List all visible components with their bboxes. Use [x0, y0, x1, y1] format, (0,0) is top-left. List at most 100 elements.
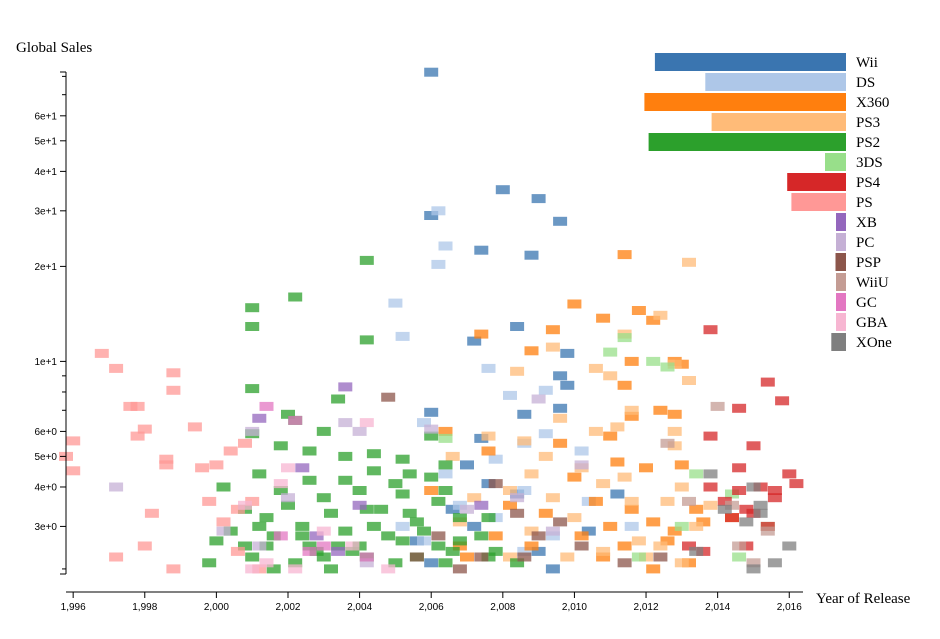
point-ps3	[682, 376, 696, 385]
point-gc	[288, 415, 303, 425]
point-3ds	[732, 552, 747, 562]
point-pc	[359, 558, 374, 568]
legend-item-ps: PS	[791, 193, 873, 211]
point-gc	[316, 541, 331, 551]
legend-bar	[836, 313, 846, 331]
point-ds	[545, 531, 560, 541]
legend-label: Wii	[856, 55, 878, 71]
legend-label: XB	[856, 215, 877, 231]
point-ds	[438, 241, 453, 251]
legend-item-xone: XOne	[831, 333, 892, 351]
legend-item-ps2: PS2	[648, 133, 880, 151]
point-ps3	[596, 479, 611, 489]
point-wiiu	[660, 438, 675, 448]
point-x360	[646, 564, 661, 574]
point-ps2	[331, 394, 346, 404]
legend-label: PC	[856, 235, 874, 251]
point-x360	[538, 508, 553, 518]
point-ps4	[746, 441, 761, 451]
legend-item-3ds: 3DS	[825, 153, 883, 171]
point-ds	[538, 429, 553, 439]
point-ps	[159, 460, 174, 470]
point-x360	[674, 460, 689, 470]
point-x360	[610, 457, 625, 467]
point-ps2	[338, 475, 353, 485]
point-ps4	[753, 482, 768, 492]
point-ps3	[603, 371, 618, 381]
point-xb	[252, 413, 267, 423]
point-ps	[252, 564, 267, 574]
point-xone	[703, 469, 718, 479]
point-ps3	[639, 552, 653, 562]
point-ps2	[245, 322, 260, 331]
point-ps2	[438, 460, 453, 470]
point-ps	[195, 463, 210, 473]
point-ps2	[366, 449, 381, 459]
legend-item-wiiu: WiiU	[836, 273, 889, 291]
point-ps2	[366, 466, 381, 476]
point-wii	[560, 380, 575, 390]
point-ps2	[324, 508, 338, 518]
point-x360	[524, 346, 539, 356]
x-tick-label: 2,002	[275, 602, 300, 613]
point-ps2	[316, 493, 331, 503]
y-tick-label: 6e+0	[34, 427, 57, 438]
point-ps	[66, 466, 81, 476]
point-gc	[302, 546, 317, 556]
point-wii	[531, 546, 546, 556]
point-ps3	[560, 552, 575, 562]
point-ps	[123, 401, 138, 411]
point-3ds	[438, 433, 453, 443]
point-ds	[395, 331, 410, 341]
point-ds	[395, 521, 410, 531]
point-ps3	[667, 441, 682, 451]
point-x360	[667, 526, 682, 536]
point-ds	[517, 546, 532, 556]
point-ps	[94, 348, 109, 358]
point-ps2	[424, 472, 439, 482]
point-ps3	[588, 363, 603, 373]
point-ps2	[352, 541, 367, 551]
point-x360	[696, 517, 711, 527]
x-tick-label: 2,006	[419, 602, 444, 613]
x-tick-label: 2,004	[347, 602, 372, 613]
legend-label: X360	[856, 95, 889, 111]
point-wii	[524, 250, 539, 260]
y-tick-label: 4e+1	[34, 167, 57, 178]
point-ps2	[510, 558, 525, 568]
series-x360	[424, 250, 739, 574]
point-pc	[245, 426, 260, 436]
point-xb	[474, 500, 489, 510]
point-ds	[431, 259, 446, 269]
point-ps2	[338, 526, 353, 536]
point-ps3	[631, 536, 646, 546]
legend-item-psp: PSP	[835, 253, 881, 271]
y-tick-label: 3e+0	[34, 522, 57, 533]
point-ds	[488, 513, 503, 523]
point-ps3	[610, 422, 625, 432]
point-x360	[524, 541, 539, 551]
point-xb	[309, 531, 324, 541]
point-ps2	[295, 531, 310, 541]
point-psp	[431, 531, 446, 541]
point-ps4	[703, 431, 718, 441]
point-wiiu	[682, 496, 696, 506]
point-x360	[474, 329, 489, 339]
point-ps	[130, 431, 145, 441]
point-ps2	[245, 552, 260, 562]
point-gc	[359, 552, 374, 562]
series-ps3	[445, 257, 718, 568]
point-x360	[624, 356, 639, 366]
point-ps	[209, 460, 224, 470]
point-ps2	[302, 446, 317, 456]
point-gba	[359, 418, 374, 428]
point-wiiu	[725, 500, 739, 510]
point-x360	[603, 431, 618, 441]
point-ps2	[345, 546, 360, 556]
legend-bar	[654, 53, 846, 71]
legend-bar	[648, 133, 846, 151]
y-tick-label: 2e+1	[34, 262, 57, 273]
point-wii	[424, 211, 439, 220]
point-psp	[510, 508, 525, 518]
point-wii	[424, 407, 439, 417]
